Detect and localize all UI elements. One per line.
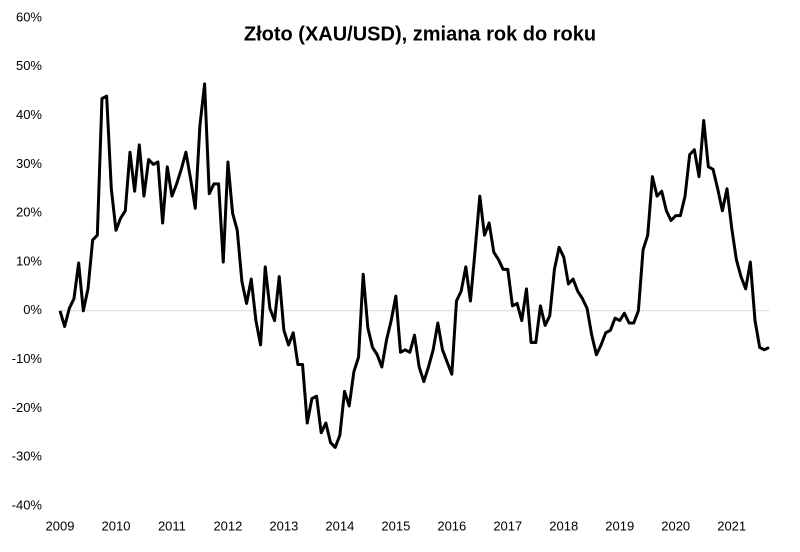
x-tick-label: 2021 (717, 518, 746, 533)
y-tick-label: 50% (16, 58, 42, 73)
x-tick-label: 2018 (549, 518, 578, 533)
x-tick-label: 2013 (269, 518, 298, 533)
x-tick-label: 2011 (158, 518, 186, 533)
y-tick-label: 60% (16, 9, 42, 24)
y-tick-label: 40% (16, 107, 42, 122)
x-tick-label: 2020 (661, 518, 690, 533)
x-tick-label: 2010 (102, 518, 131, 533)
x-tick-label: 2009 (46, 518, 75, 533)
y-tick-label: 10% (16, 253, 42, 268)
x-tick-label: 2012 (213, 518, 242, 533)
y-tick-label: 30% (16, 156, 42, 171)
y-tick-label: -30% (12, 449, 43, 464)
y-tick-label: -40% (12, 497, 43, 512)
chart-title: Złoto (XAU/USD), zmiana rok do roku (244, 23, 596, 45)
y-tick-label: 20% (16, 205, 42, 220)
x-tick-label: 2019 (605, 518, 634, 533)
y-tick-label: -10% (12, 351, 43, 366)
x-tick-label: 2017 (493, 518, 522, 533)
y-tick-label: -20% (12, 400, 43, 415)
x-tick-label: 2016 (437, 518, 466, 533)
y-tick-label: 0% (23, 302, 42, 317)
data-line (58, 82, 770, 449)
x-tick-label: 2015 (381, 518, 410, 533)
x-tick-label: 2014 (325, 518, 354, 533)
